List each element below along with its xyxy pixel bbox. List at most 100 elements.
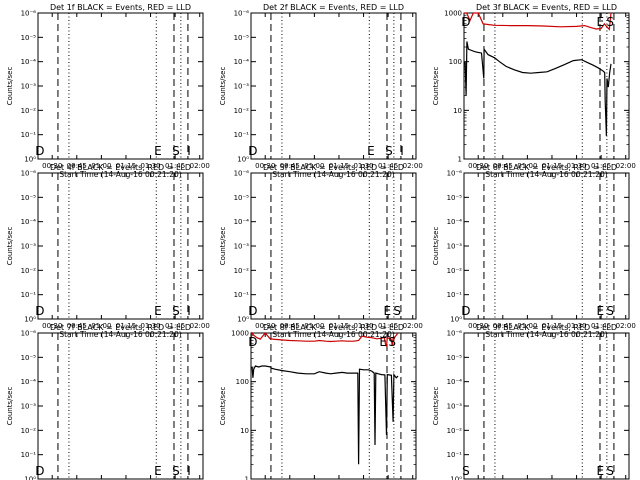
y-tick-label: 10⁻⁴ bbox=[447, 218, 463, 226]
panel-det-4: Det 4f BLACK = Events, RED = LLD Counts/s… bbox=[6, 163, 210, 339]
event-letter: D bbox=[461, 15, 470, 29]
event-letter: S bbox=[462, 464, 470, 478]
x-tick-label: 00:45 bbox=[280, 322, 300, 330]
panel-det-9: Det 9f BLACK = Events, RED = LLD Counts/s… bbox=[432, 323, 630, 480]
plot-frame bbox=[250, 12, 417, 160]
x-tick-label: 02:00 bbox=[616, 162, 636, 170]
y-tick-label: 1000 bbox=[231, 330, 249, 338]
event-letter: E bbox=[597, 464, 605, 478]
y-tick-label: 10⁻⁵ bbox=[234, 34, 250, 42]
y-axis-label: Counts/sec bbox=[6, 67, 14, 106]
event-letter: I bbox=[187, 144, 191, 158]
event-letter: I bbox=[187, 464, 191, 478]
y-tick-label: 10⁻³ bbox=[21, 243, 37, 251]
plot-frame bbox=[463, 172, 630, 320]
x-tick-label: 01:45 bbox=[165, 162, 185, 170]
y-tick-label: 10⁻⁶ bbox=[21, 10, 37, 18]
y-tick-label: 1 bbox=[458, 156, 462, 164]
event-letter: S bbox=[606, 304, 614, 318]
y-tick-label: 10⁻² bbox=[234, 267, 250, 275]
panel-title: Det 8f BLACK = Events, RED = LLD bbox=[263, 323, 404, 332]
y-tick-label: 10⁻³ bbox=[234, 83, 250, 91]
y-tick-label: 10⁰ bbox=[237, 156, 249, 164]
x-tick-label: 01:15 bbox=[116, 162, 136, 170]
x-tick-label: 01:45 bbox=[378, 162, 398, 170]
x-tick-label: 00:45 bbox=[67, 322, 87, 330]
x-tick-label: 01:15 bbox=[542, 162, 562, 170]
y-axis-label: Counts/sec bbox=[432, 67, 440, 106]
series-lld bbox=[250, 331, 399, 348]
event-letter: D bbox=[461, 304, 470, 318]
plot-frame bbox=[250, 172, 417, 320]
y-tick-label: 10⁻² bbox=[21, 107, 37, 115]
y-tick-label: 10⁰ bbox=[237, 316, 249, 324]
y-tick-label: 10⁻⁵ bbox=[21, 34, 37, 42]
x-tick-label: 00:30 bbox=[468, 162, 488, 170]
y-tick-label: 10⁻³ bbox=[234, 243, 250, 251]
y-tick-label: 10⁰ bbox=[450, 476, 462, 480]
x-tick-label: 00:30 bbox=[468, 322, 488, 330]
x-tick-label: 01:00 bbox=[91, 162, 111, 170]
y-tick-label: 10⁻⁴ bbox=[21, 378, 37, 386]
x-tick-label: 00:30 bbox=[42, 322, 62, 330]
event-letter: S bbox=[606, 464, 614, 478]
y-axis-label: Counts/sec bbox=[6, 387, 14, 426]
event-letter: S bbox=[385, 144, 393, 158]
panel-det-6: Det 6f BLACK = Events, RED = LLD Counts/s… bbox=[432, 163, 636, 339]
event-letter: S bbox=[172, 464, 180, 478]
x-tick-label: 01:45 bbox=[591, 162, 611, 170]
x-tick-label: 01:30 bbox=[140, 322, 160, 330]
y-tick-label: 10⁻¹ bbox=[447, 291, 463, 299]
x-tick-label: 01:30 bbox=[140, 162, 160, 170]
x-tick-label: 01:45 bbox=[591, 322, 611, 330]
y-tick-label: 10⁻⁴ bbox=[21, 58, 37, 66]
event-letter: D bbox=[35, 304, 44, 318]
x-tick-label: 00:30 bbox=[255, 162, 275, 170]
y-tick-label: 10⁻⁵ bbox=[21, 354, 37, 362]
event-letter: D bbox=[248, 335, 257, 349]
x-tick-label: 01:45 bbox=[378, 322, 398, 330]
series-events bbox=[251, 365, 399, 465]
y-tick-label: 10⁻³ bbox=[21, 403, 37, 411]
panel-title: Det 1f BLACK = Events, RED = LLD bbox=[50, 3, 191, 12]
event-letter: S bbox=[393, 304, 401, 318]
y-tick-label: 10⁰ bbox=[450, 316, 462, 324]
y-tick-label: 10⁻⁶ bbox=[447, 330, 463, 338]
x-tick-label: 02:00 bbox=[403, 322, 423, 330]
plot-frame bbox=[250, 332, 417, 480]
panel-title: Det 2f BLACK = Events, RED = LLD bbox=[263, 3, 404, 12]
event-letter: E bbox=[154, 464, 162, 478]
event-letter: E bbox=[154, 144, 162, 158]
y-tick-label: 10⁻² bbox=[447, 267, 463, 275]
x-axis-label: Start Time (14-Aug-16 00:21:20) bbox=[59, 170, 181, 179]
y-axis-label: Counts/sec bbox=[219, 387, 227, 426]
x-tick-label: 01:00 bbox=[304, 322, 324, 330]
x-tick-label: 00:45 bbox=[280, 162, 300, 170]
event-letter: E bbox=[597, 15, 605, 29]
event-letter: E bbox=[154, 304, 162, 318]
event-letter: I bbox=[400, 144, 404, 158]
x-tick-label: 01:15 bbox=[116, 322, 136, 330]
x-tick-label: 01:30 bbox=[353, 322, 373, 330]
y-tick-label: 10⁻⁵ bbox=[447, 194, 463, 202]
y-tick-label: 10⁻⁵ bbox=[21, 194, 37, 202]
event-letter: D bbox=[248, 304, 257, 318]
y-tick-label: 10⁻¹ bbox=[21, 291, 37, 299]
y-axis-label: Counts/sec bbox=[6, 227, 14, 266]
panel-title: Det 6f BLACK = Events, RED = LLD bbox=[476, 163, 617, 172]
panel-det-5: Det 5f BLACK = Events, RED = LLD Counts/s… bbox=[219, 163, 423, 339]
x-tick-label: 01:45 bbox=[165, 322, 185, 330]
x-axis-label: Start Time (14-Aug-16 00:21:20) bbox=[485, 330, 607, 339]
y-tick-label: 10⁻¹ bbox=[21, 131, 37, 139]
plot-frame bbox=[37, 12, 204, 160]
x-axis-label: Start Time (14-Aug-16 00:21:20) bbox=[485, 170, 607, 179]
panel-det-3: Det 3f BLACK = Events, RED = LLD Counts/s… bbox=[432, 3, 636, 179]
y-tick-label: 10⁻⁵ bbox=[447, 354, 463, 362]
x-tick-label: 00:45 bbox=[493, 162, 513, 170]
x-tick-label: 00:30 bbox=[42, 162, 62, 170]
y-tick-label: 10⁻⁵ bbox=[234, 194, 250, 202]
event-letter: D bbox=[35, 464, 44, 478]
y-tick-label: 1000 bbox=[444, 10, 462, 18]
y-tick-label: 10⁻¹ bbox=[447, 451, 463, 459]
